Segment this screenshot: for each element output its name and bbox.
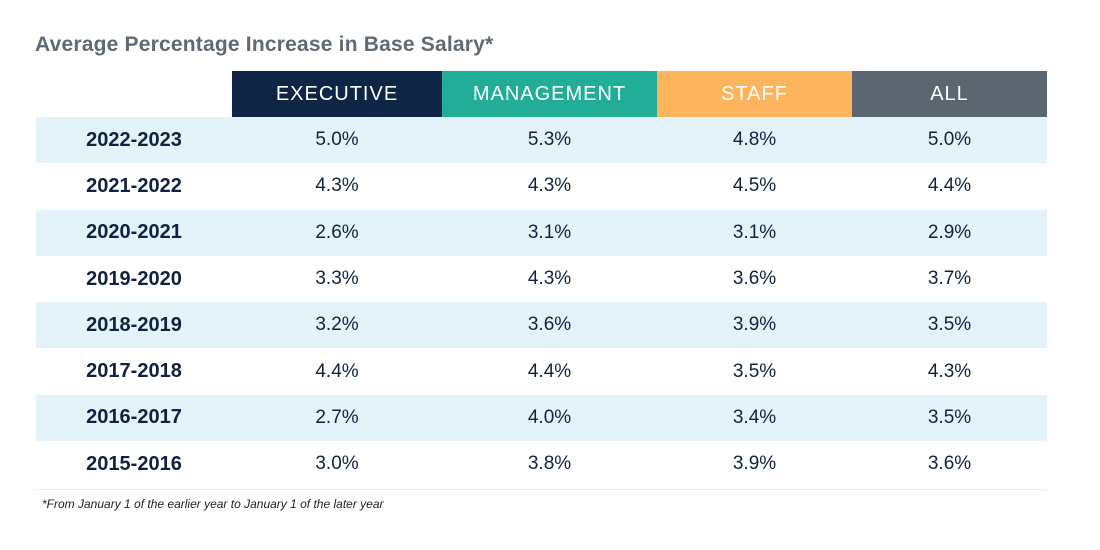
table-cell: 3.9% [732,314,777,336]
table-cell: 3.5% [732,360,777,382]
table-cell: 3.0% [315,453,359,475]
table-cell: 3.1% [527,221,572,243]
column-header-staff: STAFF [657,71,852,117]
row-label: 2020-2021 [86,221,182,244]
table-cell: 3.1% [732,221,777,243]
table-row: 2015-2016 3.0% 3.8% 3.9% 3.6% [36,441,1047,487]
table-cell: 3.3% [315,268,359,290]
table-cell: 2.9% [927,221,972,243]
table-cell: 4.3% [315,175,359,197]
table-cell: 3.7% [927,268,972,290]
salary-table: EXECUTIVE MANAGEMENT STAFF ALL 2022-2023… [36,71,1047,487]
table-cell: 3.6% [732,268,777,290]
row-label: 2022-2023 [86,128,182,151]
row-label: 2015-2016 [86,452,182,475]
table-cell: 3.4% [732,406,777,428]
table-row: 2019-2020 3.3% 4.3% 3.6% 3.7% [36,256,1047,302]
footnote: *From January 1 of the earlier year to J… [42,497,384,511]
table-cell: 3.9% [732,453,777,475]
header-spacer [36,71,232,117]
table-row: 2021-2022 4.3% 4.3% 4.5% 4.4% [36,163,1047,209]
column-header-management: MANAGEMENT [442,71,657,117]
table-cell: 3.2% [315,314,359,336]
row-label: 2018-2019 [86,313,182,336]
table-cell: 4.0% [527,406,572,428]
column-header-all: ALL [852,71,1047,117]
table-row: 2017-2018 4.4% 4.4% 3.5% 4.3% [36,348,1047,394]
table-row: 2020-2021 2.6% 3.1% 3.1% 2.9% [36,209,1047,256]
table-cell: 2.7% [315,406,359,428]
table-cell: 5.0% [927,129,972,151]
table-cell: 3.6% [527,314,572,336]
table-cell: 3.5% [927,314,972,336]
table-cell: 4.8% [732,129,777,151]
table-bottom-divider [36,489,1047,490]
table-cell: 4.4% [315,360,359,382]
table-cell: 4.4% [527,360,572,382]
table-cell: 4.3% [527,175,572,197]
table-cell: 3.8% [527,453,572,475]
table-cell: 3.6% [927,453,972,475]
table-cell: 5.3% [527,129,572,151]
chart-title: Average Percentage Increase in Base Sala… [35,33,494,56]
table-row: 2018-2019 3.2% 3.6% 3.9% 3.5% [36,302,1047,349]
row-label: 2021-2022 [86,174,182,197]
table-row: 2016-2017 2.7% 4.0% 3.4% 3.5% [36,394,1047,442]
table-header-row: EXECUTIVE MANAGEMENT STAFF ALL [36,71,1047,117]
row-label: 2017-2018 [86,360,182,383]
row-label: 2019-2020 [86,267,182,290]
table-cell: 4.4% [927,175,972,197]
table-cell: 2.6% [315,221,359,243]
table-row: 2022-2023 5.0% 5.3% 4.8% 5.0% [36,117,1047,164]
table-cell: 5.0% [315,129,359,151]
table-cell: 4.3% [527,268,572,290]
table-cell: 4.5% [732,175,777,197]
row-label: 2016-2017 [86,406,182,429]
table-cell: 4.3% [927,360,972,382]
table-cell: 3.5% [927,406,972,428]
column-header-executive: EXECUTIVE [232,71,442,117]
